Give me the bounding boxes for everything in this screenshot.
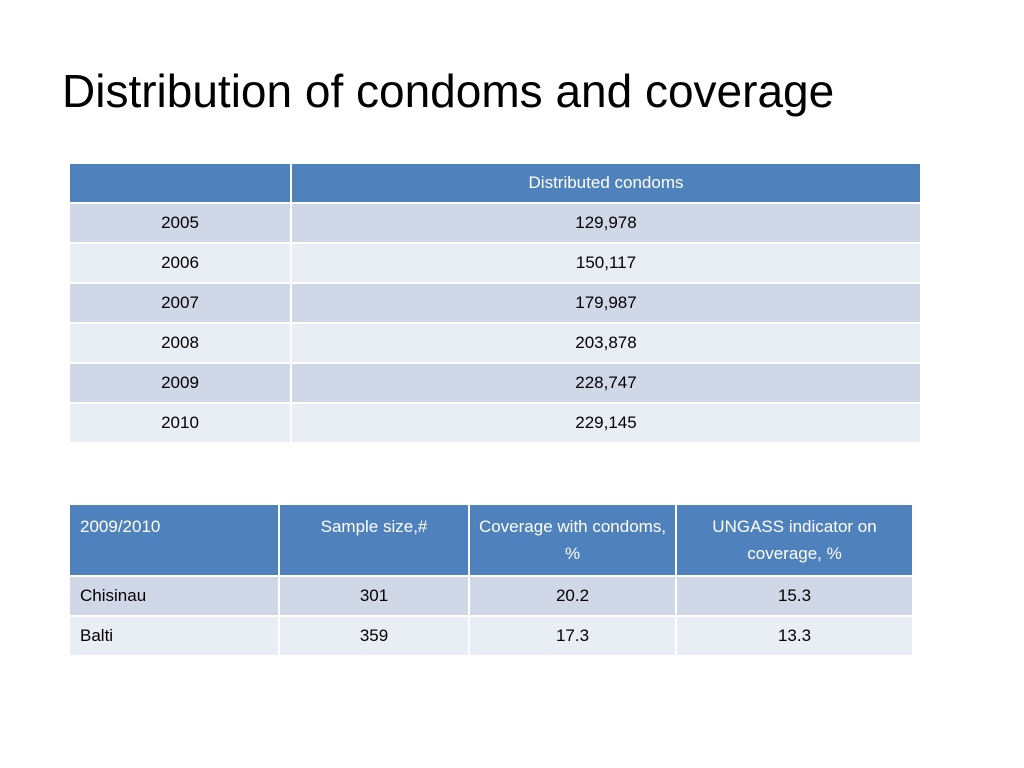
value-cell: 150,117	[290, 242, 922, 284]
sample-cell: 301	[278, 575, 470, 617]
sample-cell: 359	[278, 615, 470, 657]
year-cell: 2006	[68, 242, 292, 284]
table-row: 2005 129,978	[68, 202, 922, 244]
slide-title: Distribution of condoms and coverage	[62, 65, 835, 117]
year-cell: 2009	[68, 362, 292, 404]
coverage-cell: 17.3	[468, 615, 677, 657]
year-cell: 2008	[68, 322, 292, 364]
ungass-cell: 13.3	[675, 615, 914, 657]
table-row: 2008 203,878	[68, 322, 922, 364]
table-header-row: 2009/2010 Sample size,# Coverage with co…	[68, 503, 914, 577]
header-cell-distributed-condoms: Distributed condoms	[290, 162, 922, 204]
value-cell: 129,978	[290, 202, 922, 244]
table-row: 2010 229,145	[68, 402, 922, 444]
ungass-cell: 15.3	[675, 575, 914, 617]
table-row: 2006 150,117	[68, 242, 922, 284]
header-cell-period: 2009/2010	[68, 503, 280, 577]
value-cell: 229,145	[290, 402, 922, 444]
city-cell: Balti	[68, 615, 280, 657]
table-header-row: Distributed condoms	[68, 162, 922, 204]
city-cell: Chisinau	[68, 575, 280, 617]
header-cell-sample-size: Sample size,#	[278, 503, 470, 577]
table-row: Chisinau 301 20.2 15.3	[68, 575, 914, 617]
year-cell: 2005	[68, 202, 292, 244]
coverage-table: 2009/2010 Sample size,# Coverage with co…	[68, 503, 914, 657]
header-cell-coverage: Coverage with condoms, %	[468, 503, 677, 577]
table-row: 2007 179,987	[68, 282, 922, 324]
distribution-table: Distributed condoms 2005 129,978 2006 15…	[68, 162, 922, 444]
year-cell: 2007	[68, 282, 292, 324]
header-cell-ungass: UNGASS indicator on coverage, %	[675, 503, 914, 577]
value-cell: 179,987	[290, 282, 922, 324]
table-row: Balti 359 17.3 13.3	[68, 615, 914, 657]
coverage-cell: 20.2	[468, 575, 677, 617]
value-cell: 228,747	[290, 362, 922, 404]
header-cell-blank	[68, 162, 292, 204]
year-cell: 2010	[68, 402, 292, 444]
table-row: 2009 228,747	[68, 362, 922, 404]
value-cell: 203,878	[290, 322, 922, 364]
